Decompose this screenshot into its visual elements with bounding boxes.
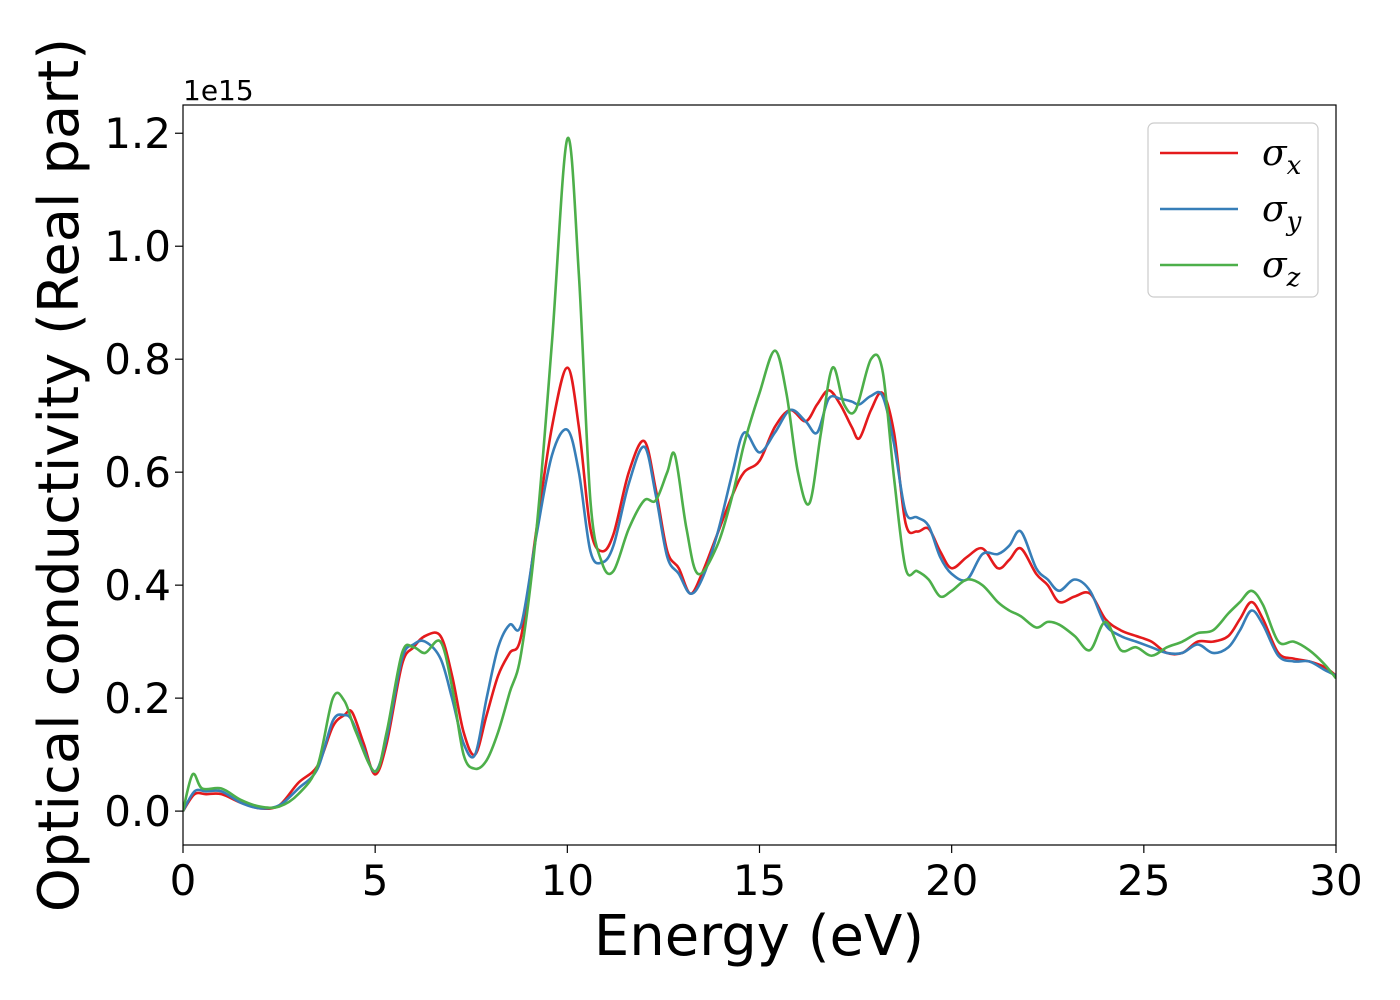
y-tick-label: 1.0 [104, 222, 171, 271]
x-axis-label: Energy (eV) [594, 904, 924, 969]
x-axis-ticks: 0 5 10 15 20 25 30 [170, 845, 1363, 905]
y-tick-label: 0.4 [104, 561, 171, 610]
plot-background [183, 105, 1336, 845]
x-tick-label: 0 [170, 856, 197, 905]
y-tick-label: 0.8 [104, 335, 171, 384]
x-tick-label: 5 [362, 856, 389, 905]
y-axis-label: Optical conductivity (Real part) [27, 38, 92, 912]
y-tick-label: 0.2 [104, 674, 171, 723]
x-tick-label: 25 [1117, 856, 1170, 905]
x-tick-label: 10 [541, 856, 594, 905]
y-tick-label: 0.0 [104, 787, 171, 836]
y-tick-label: 0.6 [104, 448, 171, 497]
y-axis-ticks: 0.0 0.2 0.4 0.6 0.8 1.0 1.2 [104, 109, 183, 836]
series-lines [183, 136, 1336, 812]
series-line-z [183, 136, 1336, 812]
y-tick-label: 1.2 [104, 109, 171, 158]
x-tick-label: 20 [925, 856, 978, 905]
y-offset-label: 1e15 [183, 74, 254, 107]
x-tick-label: 15 [733, 856, 786, 905]
x-tick-label: 30 [1309, 856, 1362, 905]
